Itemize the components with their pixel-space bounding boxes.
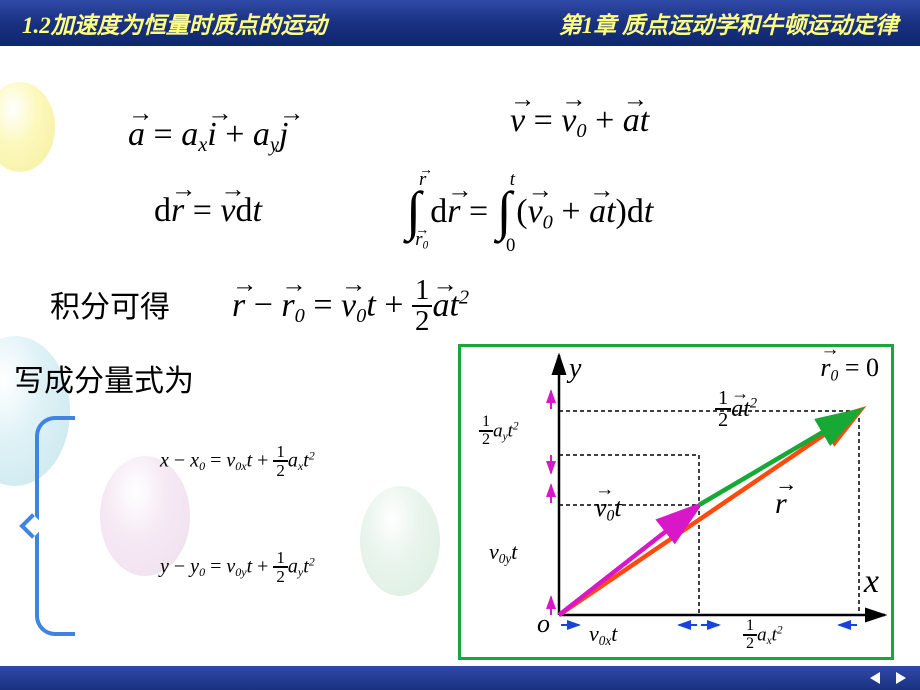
diag-label-r0: r0 = 0 <box>820 353 879 386</box>
bg-balloon <box>0 82 55 172</box>
diag-label-o: o <box>537 609 550 639</box>
diag-label-ayt2: 12ayt2 <box>479 415 519 449</box>
prev-button[interactable] <box>866 670 886 686</box>
diag-label-axt2: 12axt2 <box>743 619 783 653</box>
section-title: 1.2加速度为恒量时质点的运动 <box>22 6 559 40</box>
diag-label-v0yt: v0yt <box>489 539 517 567</box>
vector-diagram: r0 = 0 y x o v0t r 12at2 12ayt2 v0yt v0x… <box>458 344 894 660</box>
equation-v: v = v0 + at <box>510 102 649 143</box>
equation-a: a = axi + ayj <box>128 116 288 157</box>
diag-label-r: r <box>775 487 787 521</box>
diag-label-v0t: v0t <box>595 493 622 526</box>
diag-label-y: y <box>569 353 581 385</box>
chapter-title: 第1章 质点运动学和牛顿运动定律 <box>559 6 898 40</box>
equation-y-component: y − y0 = v0yt + 12ayt2 <box>160 550 315 586</box>
label-component-form: 写成分量式为 <box>14 356 194 400</box>
next-icon <box>894 672 910 684</box>
prev-icon <box>868 672 884 684</box>
slide-footer <box>0 666 920 690</box>
equation-dr: dr = vdt <box>154 192 262 230</box>
equation-x-component: x − x0 = v0xt + 12axt2 <box>160 444 315 480</box>
brace-icon <box>35 416 75 636</box>
next-button[interactable] <box>892 670 912 686</box>
diag-label-v0xt: v0xt <box>589 621 617 649</box>
diag-label-x: x <box>864 563 879 601</box>
slide-body: a = axi + ayj v = v0 + at dr = vdt ∫rr0 … <box>0 46 920 666</box>
equation-integral: ∫rr0 dr = ∫t0 (v0 + at)dt <box>406 192 653 237</box>
diag-label-at2: 12at2 <box>715 389 757 432</box>
label-integral-result: 积分可得 <box>50 282 170 326</box>
equation-r: r − r0 = v0t + 12at2 <box>232 278 469 338</box>
slide-header: 1.2加速度为恒量时质点的运动 第1章 质点运动学和牛顿运动定律 <box>0 0 920 46</box>
bg-balloon <box>360 486 440 596</box>
